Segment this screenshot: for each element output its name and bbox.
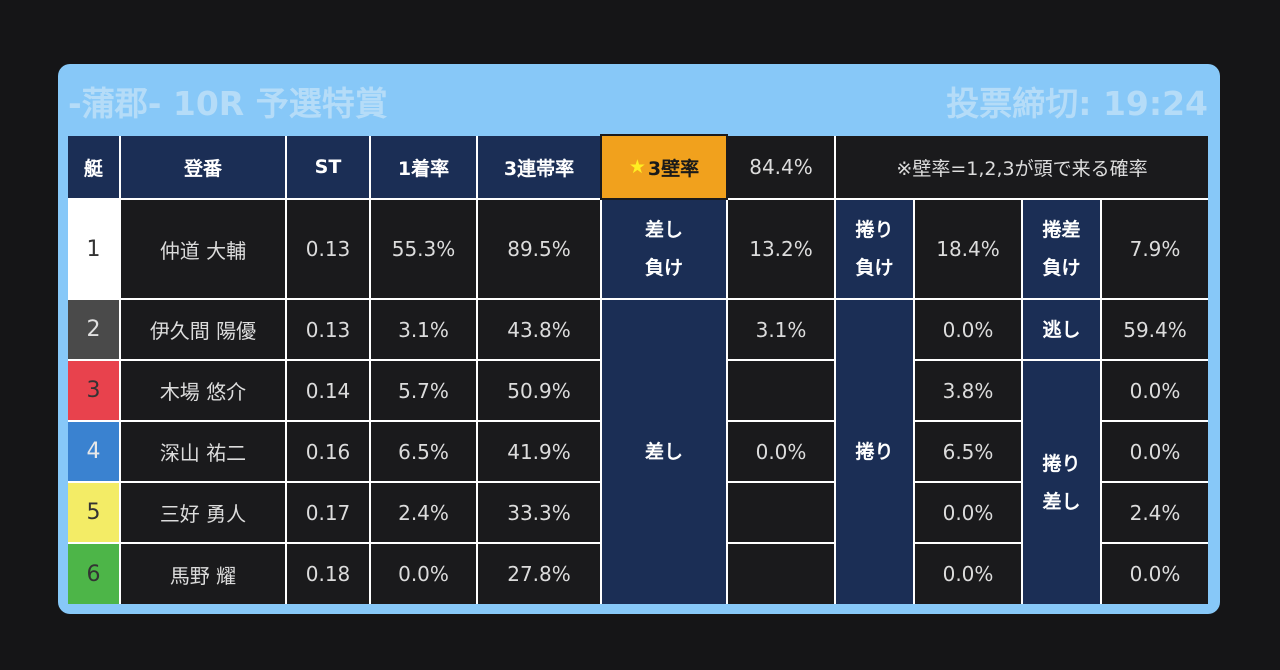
header-boat: 艇: [68, 136, 119, 198]
header-st: ST: [287, 136, 369, 198]
makurisashi-value: 2.4%: [1102, 483, 1208, 542]
makurisashi-value: 0.0%: [1102, 544, 1208, 604]
makuri-value: 6.5%: [915, 422, 1021, 481]
race-title: -蒲郡- 10R 予選特賞: [68, 84, 388, 123]
boat-number: 1: [68, 200, 119, 298]
racer-table: 艇 登番 ST 1着率 3連帯率 ★ 3壁率 84.4% ※壁率=1,2,3が頭で…: [68, 136, 1208, 604]
makuri-value: 0.0%: [915, 483, 1021, 542]
racer-name: 馬野 耀: [121, 544, 285, 604]
makurisashi-value: 0.0%: [1102, 361, 1208, 420]
header-win-rate: 1着率: [371, 136, 476, 198]
racer-win-rate: 5.7%: [371, 361, 476, 420]
sashi-label: 差し: [602, 300, 726, 604]
vote-deadline: 投票締切: 19:24: [946, 84, 1208, 123]
sashi-make-value: 13.2%: [728, 200, 834, 298]
racer-win-rate: 3.1%: [371, 300, 476, 359]
race-panel: -蒲郡- 10R 予選特賞 投票締切: 19:24 艇 登番 ST 1着率 3連…: [58, 64, 1220, 614]
sashi-value: 3.1%: [728, 300, 834, 359]
boat-number: 3: [68, 361, 119, 420]
star-icon: ★: [628, 156, 646, 178]
wall-rate-text: 3壁率: [647, 157, 700, 180]
boat-number: 5: [68, 483, 119, 542]
racer-top3-rate: 43.8%: [478, 300, 600, 359]
makuri-make-value: 18.4%: [915, 200, 1021, 298]
header-top3-rate: 3連帯率: [478, 136, 600, 198]
racer-win-rate: 0.0%: [371, 544, 476, 604]
boat-number: 2: [68, 300, 119, 359]
sashi-value: [728, 544, 834, 604]
makuri-value: 0.0%: [915, 544, 1021, 604]
nige-value: 59.4%: [1102, 300, 1208, 359]
racer-name: 三好 勇人: [121, 483, 285, 542]
makuri-value: 3.8%: [915, 361, 1021, 420]
racer-top3-rate: 89.5%: [478, 200, 600, 298]
wall-rate-value: 84.4%: [728, 136, 834, 198]
makuri-value: 0.0%: [915, 300, 1021, 359]
boat-number: 4: [68, 422, 119, 481]
sashi-make-label: 差し 負け: [602, 200, 726, 298]
racer-win-rate: 6.5%: [371, 422, 476, 481]
racer-st: 0.18: [287, 544, 369, 604]
wall-rate-note: ※壁率=1,2,3が頭で来る確率: [836, 136, 1208, 198]
makuri-label: 捲り: [836, 300, 913, 604]
boat-number: 6: [68, 544, 119, 604]
racer-win-rate: 2.4%: [371, 483, 476, 542]
racer-st: 0.17: [287, 483, 369, 542]
makurisashi-make-value: 7.9%: [1102, 200, 1208, 298]
makurisashi-label: 捲り 差し: [1023, 361, 1100, 604]
racer-top3-rate: 33.3%: [478, 483, 600, 542]
racer-name: 木場 悠介: [121, 361, 285, 420]
sashi-value: 0.0%: [728, 422, 834, 481]
racer-name: 深山 祐二: [121, 422, 285, 481]
racer-st: 0.13: [287, 300, 369, 359]
racer-win-rate: 55.3%: [371, 200, 476, 298]
racer-st: 0.16: [287, 422, 369, 481]
racer-name: 仲道 大輔: [121, 200, 285, 298]
racer-name: 伊久間 陽優: [121, 300, 285, 359]
makurisashi-make-label: 捲差 負け: [1023, 200, 1100, 298]
sashi-value: [728, 483, 834, 542]
nige-label: 逃し: [1023, 300, 1100, 359]
makuri-make-label: 捲り 負け: [836, 200, 913, 298]
sashi-value: [728, 361, 834, 420]
racer-st: 0.14: [287, 361, 369, 420]
wall-rate-label: ★ 3壁率: [602, 136, 726, 198]
racer-st: 0.13: [287, 200, 369, 298]
makurisashi-value: 0.0%: [1102, 422, 1208, 481]
racer-top3-rate: 41.9%: [478, 422, 600, 481]
header-reg: 登番: [121, 136, 285, 198]
racer-top3-rate: 50.9%: [478, 361, 600, 420]
racer-top3-rate: 27.8%: [478, 544, 600, 604]
